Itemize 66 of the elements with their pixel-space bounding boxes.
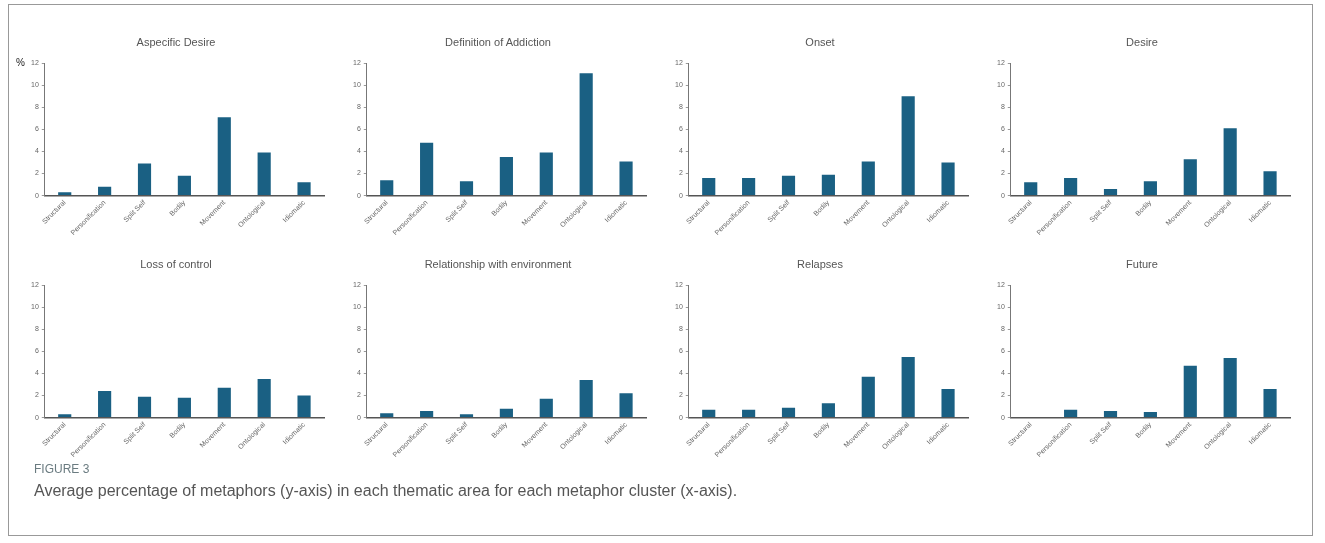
y-axis-title: % — [16, 56, 25, 68]
bar — [821, 403, 835, 418]
bar — [58, 192, 72, 196]
bar — [901, 96, 915, 196]
bar — [137, 396, 152, 418]
bar — [861, 161, 875, 196]
bar — [1103, 410, 1118, 418]
bar — [821, 174, 835, 196]
bar — [702, 409, 716, 418]
bar — [459, 181, 474, 196]
bar — [420, 410, 434, 418]
bar — [1064, 177, 1078, 196]
chart-title: Desire — [1126, 35, 1158, 48]
bar — [619, 161, 633, 196]
bar — [380, 180, 394, 196]
bar — [499, 408, 513, 418]
bar — [1103, 188, 1118, 196]
bar — [781, 175, 796, 196]
bar — [539, 152, 553, 196]
chart-title: Definition of Addiction — [445, 35, 551, 48]
chart-title: Relationship with environment — [424, 257, 572, 270]
bar — [257, 378, 271, 418]
bar — [781, 407, 796, 418]
bar — [1143, 181, 1157, 196]
bar — [98, 186, 112, 196]
bar — [380, 413, 394, 418]
bar — [619, 393, 633, 418]
bar — [539, 398, 553, 418]
bar — [177, 397, 191, 418]
bar — [1143, 412, 1157, 418]
chart-title: Loss of control — [140, 257, 212, 270]
bar — [742, 409, 756, 418]
bar — [177, 175, 191, 196]
bar — [257, 152, 271, 196]
bar — [1183, 365, 1197, 418]
text: Average percentage of metaphors (y-axis) in each thematic area for each metaphor cluster (x-axis). — [34, 482, 738, 500]
bar — [137, 163, 152, 196]
chart-title: Future — [1126, 257, 1158, 270]
bar — [420, 142, 434, 196]
bar — [579, 380, 593, 418]
caption: FIGURE 3 — [34, 462, 91, 476]
bar — [58, 414, 72, 418]
chart-title: Aspecific Desire — [136, 35, 216, 48]
bar — [702, 177, 716, 196]
bar — [1183, 159, 1197, 196]
bar — [297, 395, 311, 418]
bar — [217, 117, 231, 196]
bar — [579, 73, 593, 196]
bar — [1024, 182, 1038, 196]
chart-title: Onset — [805, 35, 835, 48]
bar — [1263, 171, 1277, 196]
bar — [1223, 128, 1237, 196]
bar — [941, 388, 955, 418]
chart-title: Relapses — [797, 257, 844, 270]
bar — [98, 391, 112, 418]
bar — [499, 156, 513, 196]
bar — [941, 162, 955, 196]
bar — [1064, 409, 1078, 418]
bar — [742, 177, 756, 196]
bar — [1223, 358, 1237, 418]
bar — [861, 376, 875, 418]
bar — [1263, 388, 1277, 418]
bar — [297, 182, 311, 196]
bar — [217, 387, 231, 418]
bar — [901, 356, 915, 418]
bar — [459, 414, 474, 418]
